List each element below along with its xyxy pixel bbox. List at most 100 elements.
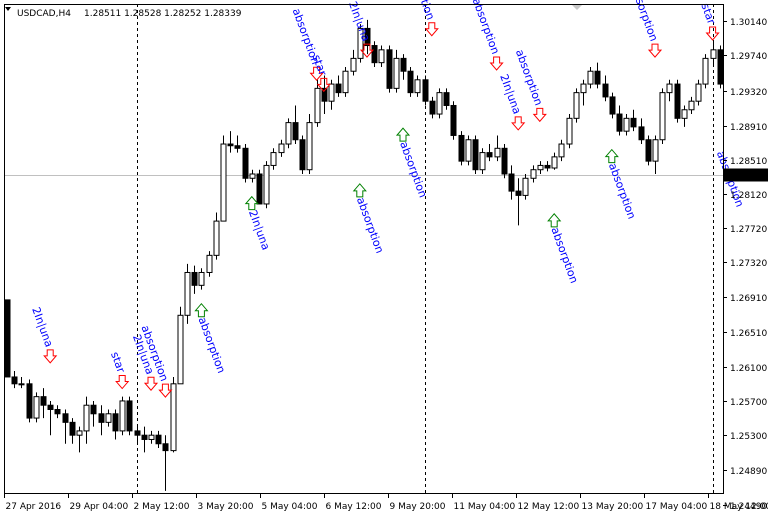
bull-candle-body[interactable] — [623, 117, 630, 132]
candle[interactable] — [220, 135, 227, 222]
candle[interactable] — [54, 405, 61, 419]
time-axis[interactable]: 27 Apr 2016 29 Apr 04:00 2 May 12:00 3 May … — [4, 493, 768, 512]
candle[interactable] — [666, 79, 673, 102]
bear-candle-body[interactable] — [126, 400, 133, 432]
bull-candle-body[interactable] — [170, 383, 177, 452]
bear-candle-body[interactable] — [292, 122, 299, 141]
bear-candle-body[interactable] — [371, 45, 378, 64]
bear-candle-body[interactable] — [400, 57, 407, 72]
bull-candle-body[interactable] — [285, 122, 292, 145]
bull-candle-body[interactable] — [306, 122, 313, 171]
candle[interactable] — [378, 45, 385, 67]
candle[interactable] — [292, 105, 299, 145]
candle[interactable] — [285, 118, 292, 149]
bull-candle-body[interactable] — [659, 92, 666, 141]
candle[interactable] — [450, 101, 457, 140]
candle[interactable] — [206, 251, 213, 277]
bear-candle-body[interactable] — [364, 27, 371, 47]
candle[interactable] — [717, 45, 724, 89]
candle[interactable] — [314, 79, 321, 127]
bear-candle-body[interactable] — [69, 421, 76, 436]
candle[interactable] — [645, 135, 652, 166]
bear-candle-body[interactable] — [256, 173, 263, 205]
candle[interactable] — [213, 212, 220, 260]
candle[interactable] — [602, 75, 609, 102]
candle[interactable] — [112, 409, 119, 440]
candles[interactable] — [4, 19, 724, 491]
candle[interactable] — [155, 430, 162, 449]
candle[interactable] — [256, 169, 263, 205]
bull-candle-body[interactable] — [436, 92, 443, 115]
bull-candle-body[interactable] — [494, 147, 501, 158]
bull-candle-body[interactable] — [184, 271, 191, 316]
bull-candle-body[interactable] — [249, 173, 256, 179]
bull-candle-body[interactable] — [702, 57, 709, 85]
bear-candle-body[interactable] — [11, 376, 18, 385]
bull-candle-body[interactable] — [695, 83, 702, 102]
bear-candle-body[interactable] — [443, 92, 450, 106]
bull-candle-body[interactable] — [278, 143, 285, 154]
bull-candle-body[interactable] — [342, 70, 349, 94]
candle[interactable] — [328, 79, 335, 110]
candle[interactable] — [544, 161, 551, 172]
candle[interactable] — [126, 396, 133, 436]
bear-candle-body[interactable] — [141, 434, 148, 440]
bear-candle-body[interactable] — [4, 299, 11, 378]
candle[interactable] — [18, 376, 25, 389]
candle[interactable] — [11, 370, 18, 389]
candle[interactable] — [659, 88, 666, 145]
candle[interactable] — [342, 66, 349, 97]
bear-candle-body[interactable] — [501, 147, 508, 175]
bear-candle-body[interactable] — [242, 147, 249, 179]
bull-candle-body[interactable] — [148, 434, 155, 440]
bear-candle-body[interactable] — [674, 83, 681, 119]
bear-candle-body[interactable] — [47, 404, 54, 411]
bear-candle-body[interactable] — [515, 190, 522, 196]
bear-candle-body[interactable] — [602, 83, 609, 98]
candle[interactable] — [436, 88, 443, 119]
candle[interactable] — [551, 152, 558, 170]
candle[interactable] — [400, 54, 407, 80]
candle[interactable] — [702, 54, 709, 89]
candle[interactable] — [630, 109, 637, 132]
candle[interactable] — [335, 75, 342, 97]
candle[interactable] — [530, 165, 537, 183]
candle[interactable] — [306, 114, 313, 174]
candle[interactable] — [227, 131, 234, 153]
candle[interactable] — [141, 426, 148, 453]
candle[interactable] — [242, 144, 249, 183]
price-axis[interactable]: 1.30140 1.29740 1.29320 1.28910 1.28510 1.281… — [723, 18, 767, 512]
bear-candle-body[interactable] — [594, 70, 601, 85]
chart-menu-triangle-icon[interactable] — [5, 7, 11, 11]
candle[interactable] — [98, 405, 105, 436]
candle[interactable] — [616, 105, 623, 136]
bear-candle-body[interactable] — [134, 430, 141, 436]
candle[interactable] — [537, 161, 544, 174]
bear-candle-body[interactable] — [335, 83, 342, 94]
candle[interactable] — [119, 396, 126, 436]
bull-candle-body[interactable] — [681, 109, 688, 119]
candle[interactable] — [249, 169, 256, 183]
candle[interactable] — [4, 299, 11, 378]
bear-candle-body[interactable] — [717, 49, 724, 85]
candle[interactable] — [170, 376, 177, 453]
bull-candle-body[interactable] — [666, 83, 673, 94]
bear-candle-body[interactable] — [630, 117, 637, 128]
candle[interactable] — [566, 114, 573, 149]
bear-candle-body[interactable] — [638, 126, 645, 141]
bull-candle-body[interactable] — [573, 92, 580, 119]
candle[interactable] — [674, 79, 681, 123]
bull-candle-body[interactable] — [566, 117, 573, 145]
candle[interactable] — [40, 388, 47, 419]
bear-candle-body[interactable] — [112, 413, 119, 432]
candle[interactable] — [270, 148, 277, 170]
candle[interactable] — [508, 165, 515, 200]
candle[interactable] — [558, 139, 565, 162]
bull-candle-body[interactable] — [220, 143, 227, 222]
bear-candle-body[interactable] — [508, 173, 515, 192]
bear-candle-body[interactable] — [450, 104, 457, 136]
candle[interactable] — [465, 135, 472, 166]
bull-candle-body[interactable] — [551, 156, 558, 169]
bear-candle-body[interactable] — [98, 413, 105, 423]
